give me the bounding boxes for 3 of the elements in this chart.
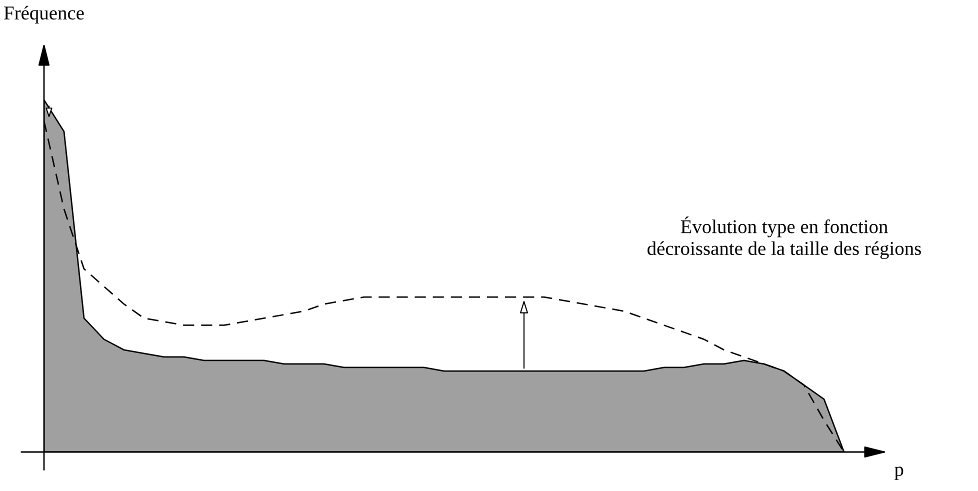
x-axis-title: p xyxy=(894,466,904,480)
y-axis-title: Fréquence xyxy=(4,6,84,24)
annotation: Évolution type en fonction décroissante de la taille des régions xyxy=(648,216,921,260)
